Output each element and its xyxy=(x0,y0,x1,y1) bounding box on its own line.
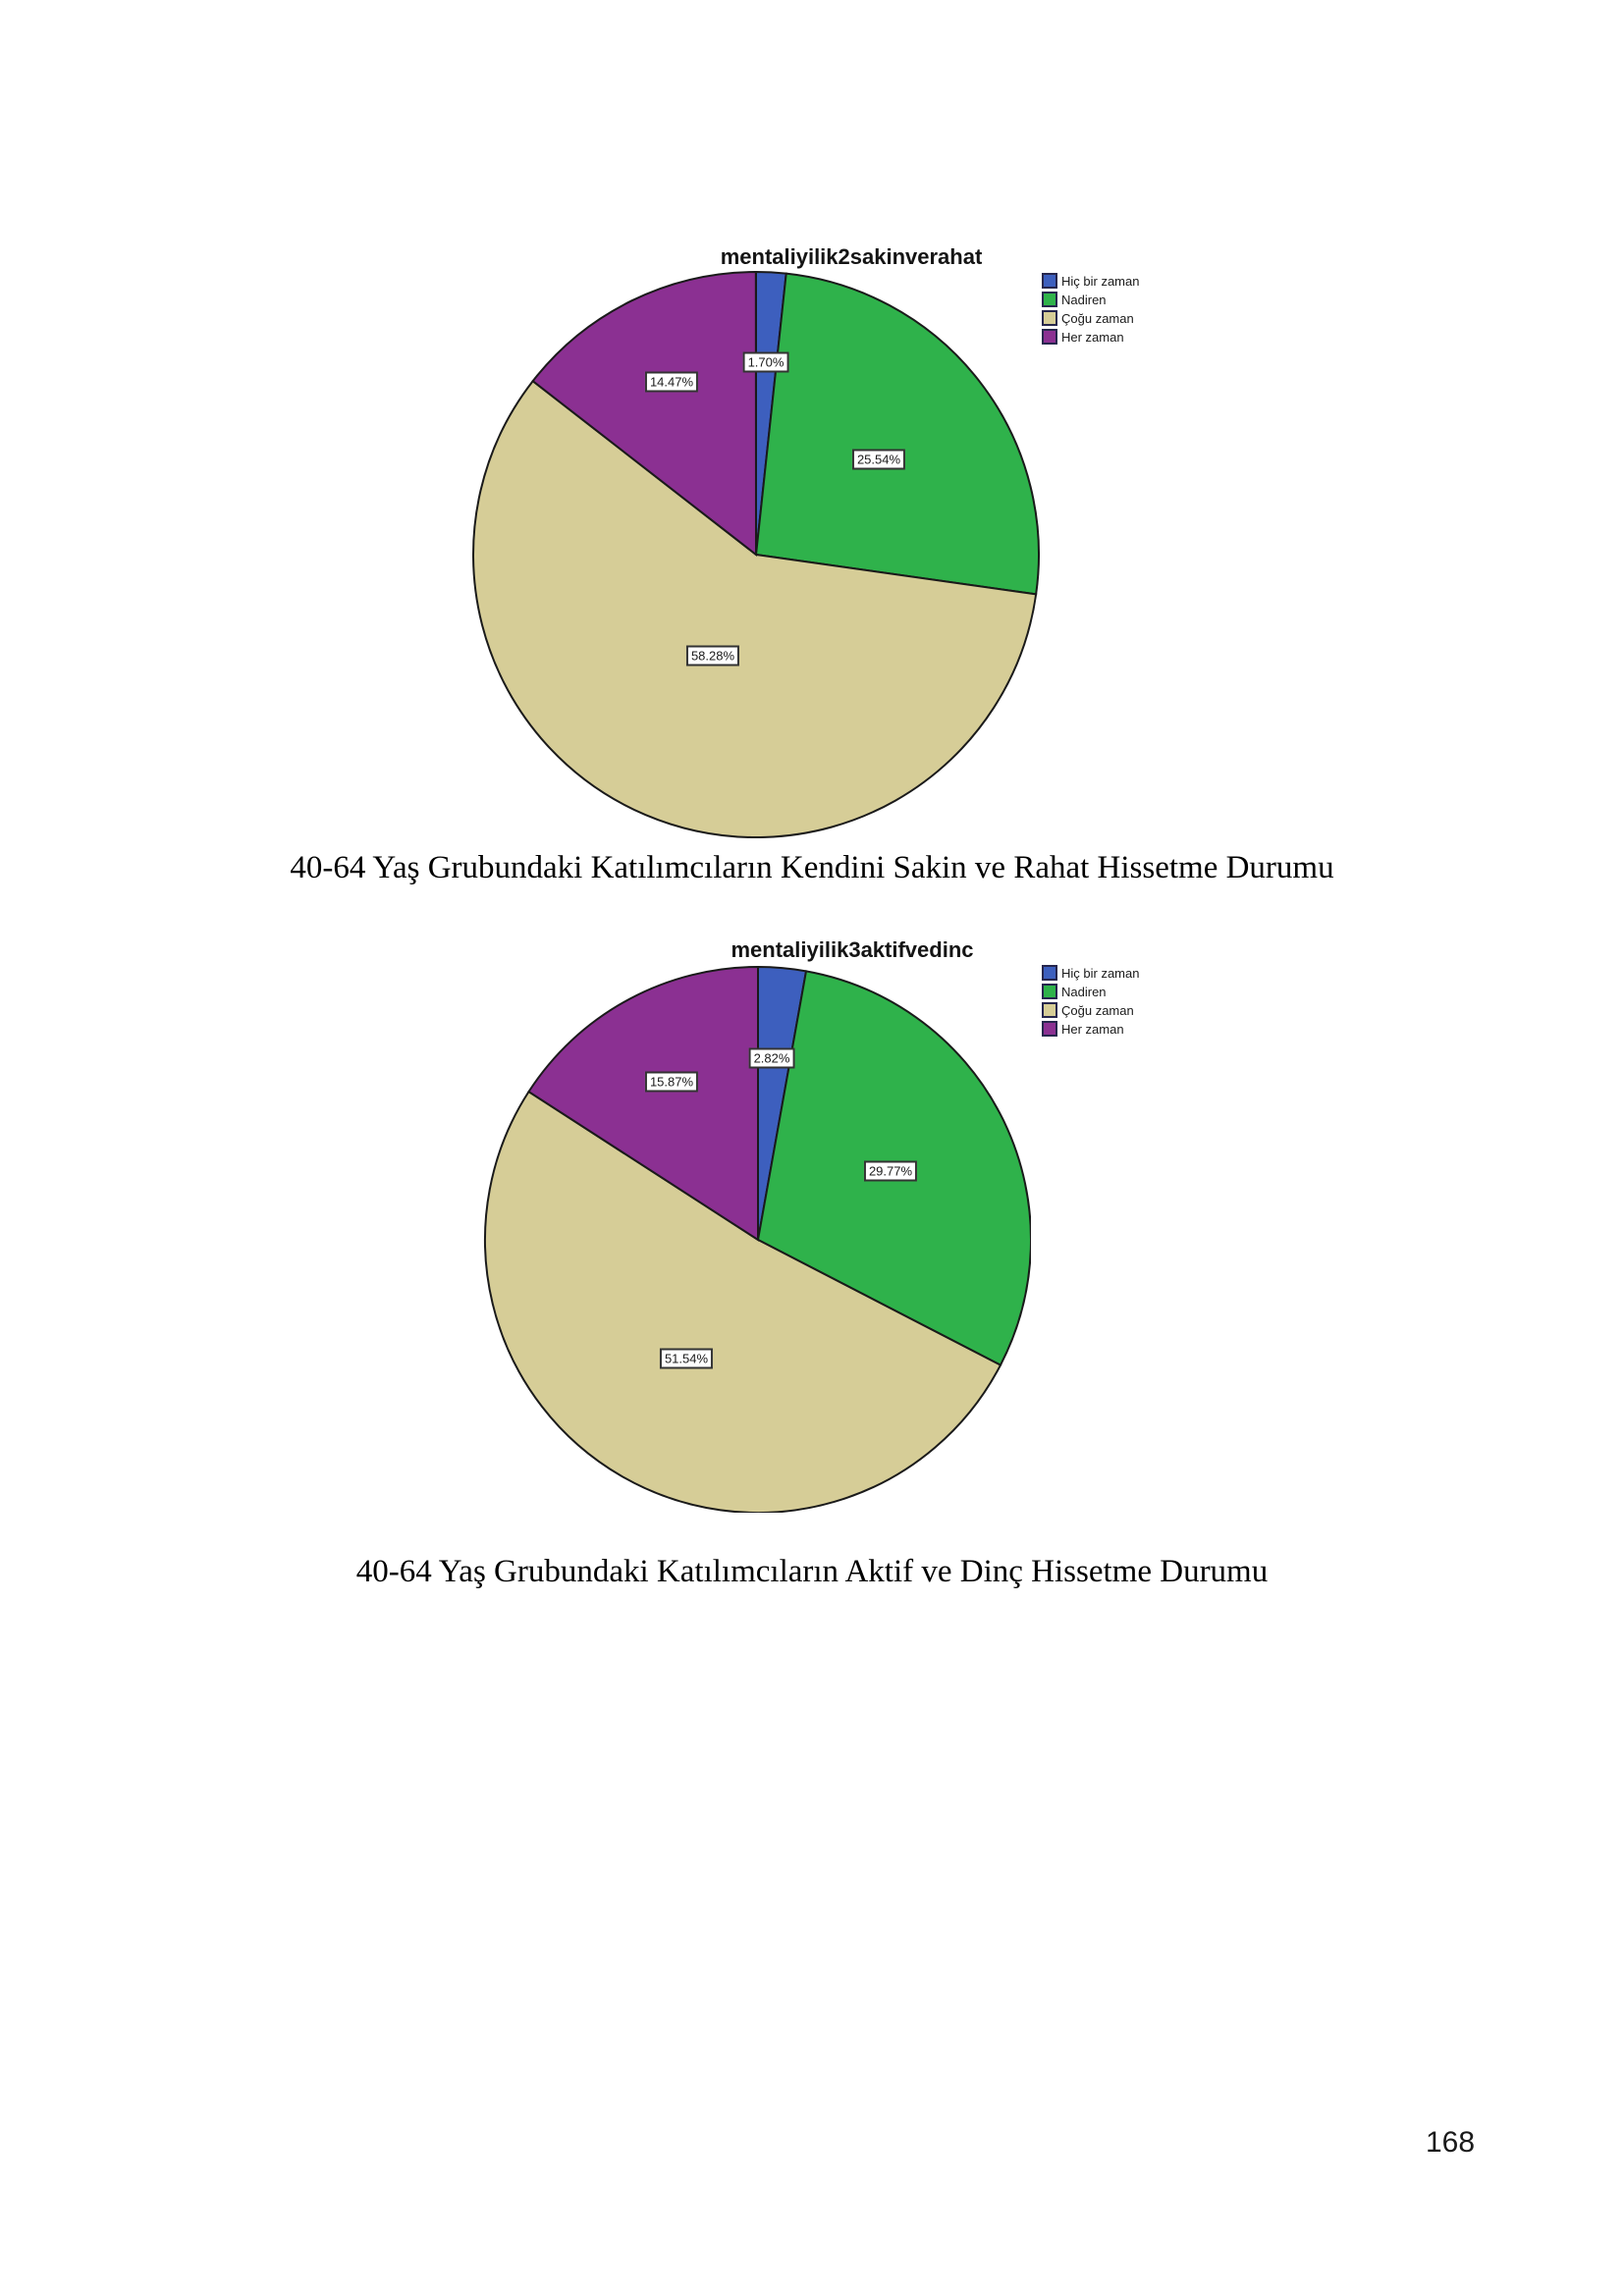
legend-swatch-o-u-zaman xyxy=(1042,1002,1057,1018)
legend-swatch-nadiren xyxy=(1042,292,1057,307)
legend-item-hi-bir-zaman: Hiç bir zaman xyxy=(1042,273,1139,289)
legend-2: Hiç bir zaman Nadiren Çoğu zaman Her zaman xyxy=(1042,965,1139,1040)
legend-item-o-u-zaman: Çoğu zaman xyxy=(1042,1002,1139,1018)
legend-swatch-her-zaman xyxy=(1042,329,1057,345)
legend-swatch-her-zaman xyxy=(1042,1021,1057,1037)
legend-swatch-hi-bir-zaman xyxy=(1042,965,1057,981)
chart-title-1: mentaliyilik2sakinverahat xyxy=(720,244,983,269)
page-number: 168 xyxy=(1426,2126,1476,2159)
pie-chart-1 xyxy=(472,270,1040,838)
legend-swatch-nadiren xyxy=(1042,984,1057,999)
legend-item-nadiren: Nadiren xyxy=(1042,292,1139,307)
figure-caption-2: 40-64 Yaş Grubundaki Katılımcıların Akti… xyxy=(355,1554,1269,1589)
pie-slice-her-zaman xyxy=(527,965,759,1242)
pie-slice-o-u-zaman xyxy=(484,1090,1002,1513)
chart-title-2: mentaliyilik3aktifvedinc xyxy=(731,937,974,962)
legend-label: Hiç bir zaman xyxy=(1061,273,1140,289)
legend-item-hi-bir-zaman: Hiç bir zaman xyxy=(1042,965,1139,981)
legend-label: Çoğu zaman xyxy=(1061,310,1134,326)
legend-1: Hiç bir zaman Nadiren Çoğu zaman Her zaman xyxy=(1042,273,1139,347)
pie-slice-o-u-zaman xyxy=(472,379,1038,838)
legend-swatch-o-u-zaman xyxy=(1042,310,1057,326)
figure-caption-1: 40-64 Yaş Grubundaki Katılımcıların Kend… xyxy=(290,850,1334,885)
pie-slice-her-zaman xyxy=(531,270,758,558)
legend-label: Hiç bir zaman xyxy=(1061,965,1140,981)
legend-label: Her zaman xyxy=(1061,329,1124,345)
legend-item-her-zaman: Her zaman xyxy=(1042,329,1139,345)
pie-slice-nadiren xyxy=(754,272,1040,596)
legend-label: Her zaman xyxy=(1061,1021,1124,1037)
legend-label: Nadiren xyxy=(1061,984,1107,999)
legend-label: Nadiren xyxy=(1061,292,1107,307)
pie-chart-2 xyxy=(484,965,1031,1513)
legend-item-nadiren: Nadiren xyxy=(1042,984,1139,999)
legend-item-her-zaman: Her zaman xyxy=(1042,1021,1139,1037)
legend-swatch-hi-bir-zaman xyxy=(1042,273,1057,289)
legend-item-o-u-zaman: Çoğu zaman xyxy=(1042,310,1139,326)
legend-label: Çoğu zaman xyxy=(1061,1002,1134,1018)
